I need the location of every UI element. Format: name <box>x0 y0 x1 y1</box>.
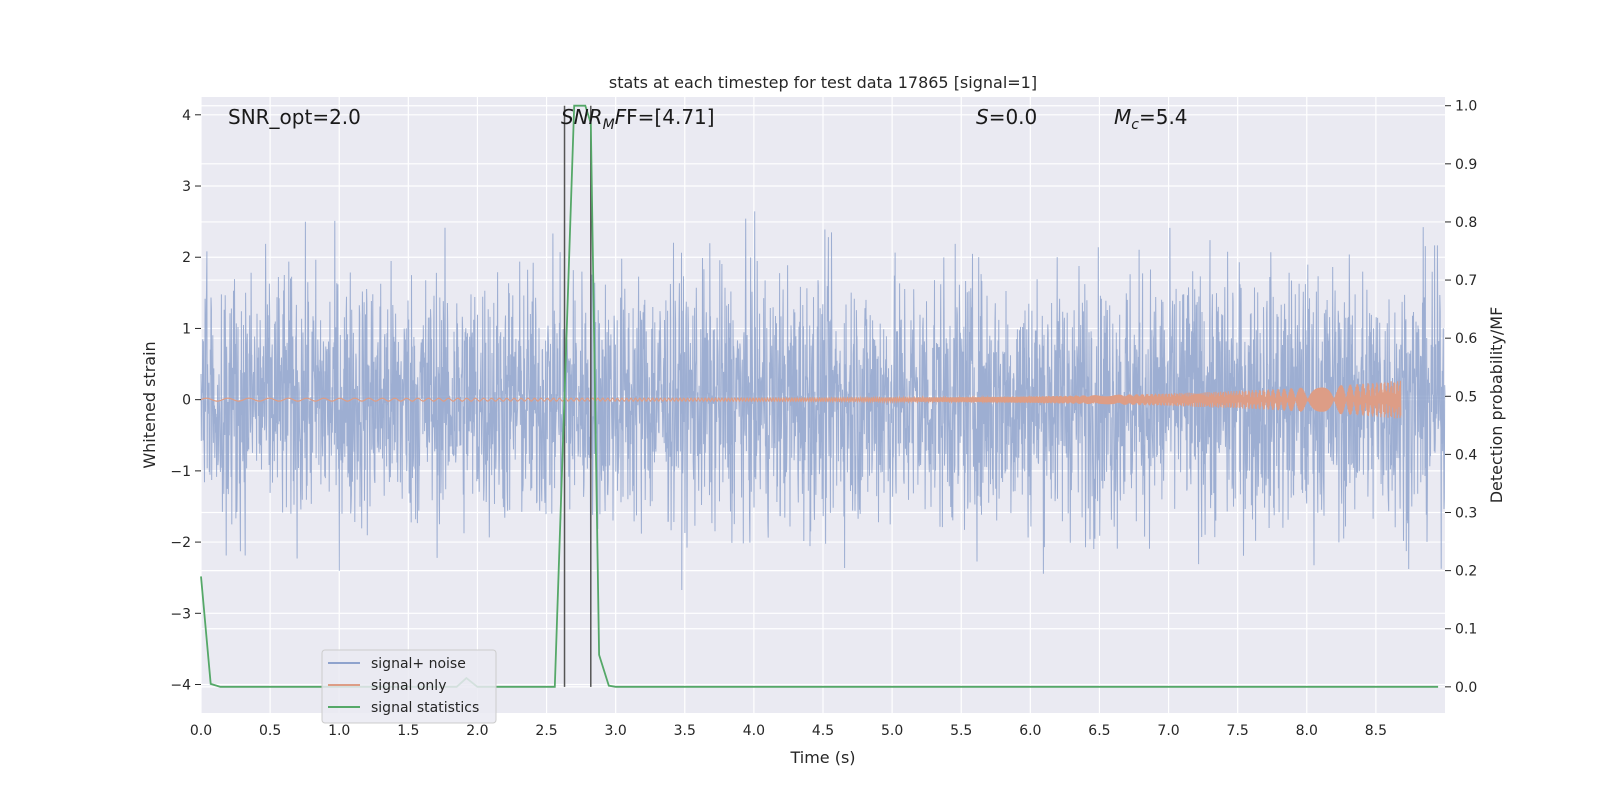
right-tick-label: 0.6 <box>1455 331 1477 347</box>
right-tick-label: 1.0 <box>1455 99 1477 115</box>
y-tick-label: −3 <box>170 606 191 622</box>
x-tick-label: 6.0 <box>1019 723 1041 739</box>
annotation-s-value: =0.0 <box>989 105 1038 129</box>
x-tick-label: 7.0 <box>1157 723 1179 739</box>
annotation-snr-mf-subscript: M <box>603 117 615 133</box>
x-tick-label: 6.5 <box>1088 723 1110 739</box>
y-tick-label: −1 <box>170 464 191 480</box>
x-axis-label: Time (s) <box>789 748 855 767</box>
annotation-snr-mf-value: F=[4.71] <box>626 105 714 129</box>
right-tick-label: 0.4 <box>1455 447 1477 463</box>
x-tick-label: 1.5 <box>397 723 419 739</box>
x-tick-label: 3.0 <box>605 723 627 739</box>
series-signal-plus-noise <box>200 211 1446 591</box>
series-line-signal-statistics <box>200 104 1439 688</box>
annotation-mc-subscript: c <box>1131 117 1139 133</box>
annotation-snr-mf-symbol: SNR <box>561 105 603 129</box>
chart-title: stats at each timestep for test data 178… <box>609 73 1037 92</box>
right-axis-ticks: 1.0 0.9 0.8 0.7 0.6 0.5 0.4 0.3 0.2 0.1 0.0 <box>1445 99 1477 696</box>
legend: signal+ noise signal only signal statist… <box>321 649 497 724</box>
legend-box <box>321 649 497 724</box>
annotation-snr-mf-f: F <box>615 105 627 129</box>
x-tick-label: 5.5 <box>950 723 972 739</box>
y-tick-label: 1 <box>182 321 191 337</box>
x-tick-label: 3.5 <box>674 723 696 739</box>
annotations: SNR_opt=2.0 SNRMFF=[4.71] S=0.0 Mc=5.4 <box>228 105 1188 133</box>
right-axis-label: Detection probability/MF <box>1487 307 1506 504</box>
y-tick-label: 3 <box>182 179 191 195</box>
x-tick-label: 7.5 <box>1227 723 1249 739</box>
annotation-snr-opt: SNR_opt=2.0 <box>228 105 361 129</box>
right-tick-label: 0.0 <box>1455 680 1477 696</box>
right-tick-label: 0.1 <box>1455 622 1477 638</box>
right-tick-label: 0.5 <box>1455 389 1477 405</box>
x-tick-label: 0.0 <box>190 723 212 739</box>
y-tick-label: 0 <box>182 393 191 409</box>
annotation-s-symbol: S <box>976 105 989 129</box>
annotation-s: S=0.0 <box>976 105 1037 129</box>
annotation-mc: Mc=5.4 <box>1114 105 1188 133</box>
x-tick-label: 2.5 <box>535 723 557 739</box>
x-tick-label: 8.5 <box>1365 723 1387 739</box>
legend-label-signal-plus-noise: signal+ noise <box>371 656 466 672</box>
y-tick-label: −2 <box>170 535 191 551</box>
x-tick-label: 5.0 <box>881 723 903 739</box>
x-tick-label: 0.5 <box>259 723 281 739</box>
right-tick-label: 0.8 <box>1455 215 1477 231</box>
legend-label-signal-statistics: signal statistics <box>371 700 479 716</box>
y-axis-label: Whitened strain <box>140 341 159 468</box>
series-signal-only <box>200 380 1402 419</box>
x-tick-label: 4.5 <box>812 723 834 739</box>
legend-label-signal-only: signal only <box>371 678 446 694</box>
x-tick-label: 4.0 <box>743 723 765 739</box>
annotation-mc-value: =5.4 <box>1139 105 1188 129</box>
x-tick-label: 8.0 <box>1296 723 1318 739</box>
x-tick-label: 1.0 <box>328 723 350 739</box>
right-tick-label: 0.2 <box>1455 564 1477 580</box>
annotation-snr-mf: SNRMFF=[4.71] <box>561 105 715 133</box>
x-tick-label: 2.0 <box>466 723 488 739</box>
y-axis-ticks: 4 3 2 1 0 −1 −2 −3 −4 <box>170 108 201 694</box>
annotation-mc-symbol: M <box>1114 105 1131 129</box>
series-signal-statistics <box>200 104 1439 688</box>
right-tick-label: 0.7 <box>1455 273 1477 289</box>
y-tick-label: 4 <box>182 108 191 124</box>
right-tick-label: 0.3 <box>1455 506 1477 522</box>
series-line-signal-only <box>200 380 1402 419</box>
y-tick-label: −4 <box>170 678 191 694</box>
right-tick-label: 0.9 <box>1455 157 1477 173</box>
y-tick-label: 2 <box>182 250 191 266</box>
x-axis-ticks: 0.0 0.5 1.0 1.5 2.0 2.5 3.0 3.5 4.0 4.5 5.0 5.5 6.0 6… <box>190 723 1387 739</box>
series-line-signal-plus-noise <box>200 211 1446 591</box>
